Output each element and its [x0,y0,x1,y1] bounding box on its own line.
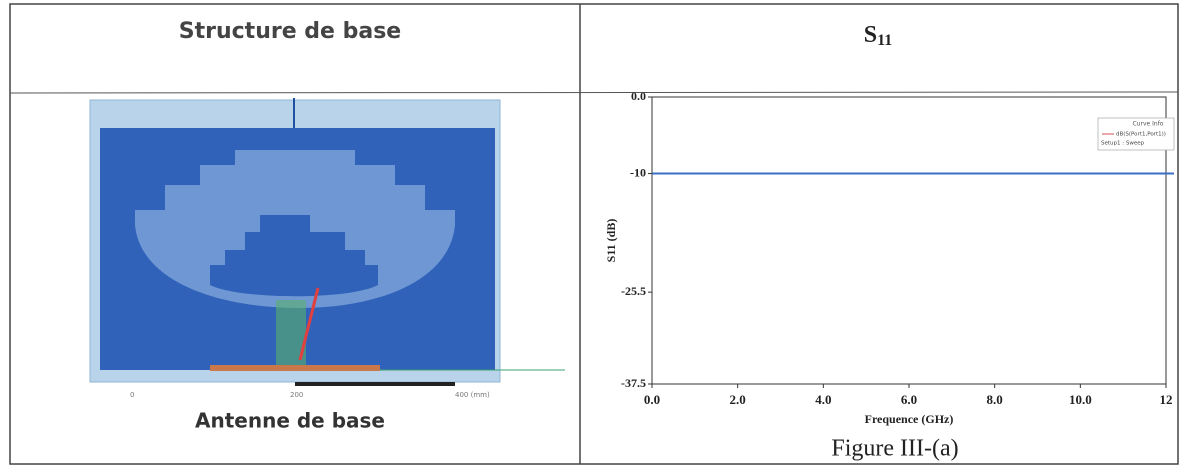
x-axis-label: Frequence (GHz) [865,412,954,426]
figure-caption: Figure III-(a) [831,436,958,462]
antenna-caption: Antenne de base [195,409,385,433]
ruler-label: 400 (mm) [455,391,490,399]
antenna-drawing: 0 200 400 (mm) [90,98,565,399]
ruler-label: 0 [130,391,134,399]
legend-title: Curve Info [1133,121,1164,128]
y-tick-label: 0.0 [631,89,646,103]
x-tick-label: 2.0 [730,392,746,407]
x-tick-label: 0.0 [644,392,660,407]
legend-setup: Setup1 : Sweep [1101,141,1145,147]
header-symbol: S [864,22,877,48]
ruler-label: 200 [290,391,303,399]
y-tick-label: -10 [630,165,646,179]
y-tick-label: -25.5 [621,284,646,298]
x-tick-label: 12 [1160,392,1173,407]
y-axis-label: S11 (dB) [604,219,618,263]
x-tick-label: 6.0 [901,392,917,407]
legend-label: dB(S(Port1,Port1)) [1116,132,1166,138]
scale-bar [295,382,455,386]
y-tick-label: -37.5 [621,376,646,390]
x-tick-label: 8.0 [987,392,1003,407]
plot-area [652,97,1166,384]
header-subscript: 11 [877,32,892,49]
ground-strip [210,365,380,371]
x-tick-label: 10.0 [1069,392,1092,407]
page: Structure de base S11 0 200 400 (mm) Ant… [0,0,1188,466]
x-tick-label: 4.0 [815,392,831,407]
s11-chart: 0.0 -10 -25.5 -37.5 0.0 2.0 4.0 6.0 8.0 10.0 12 Fre… [604,89,1174,426]
header-left: Structure de base [179,19,401,44]
